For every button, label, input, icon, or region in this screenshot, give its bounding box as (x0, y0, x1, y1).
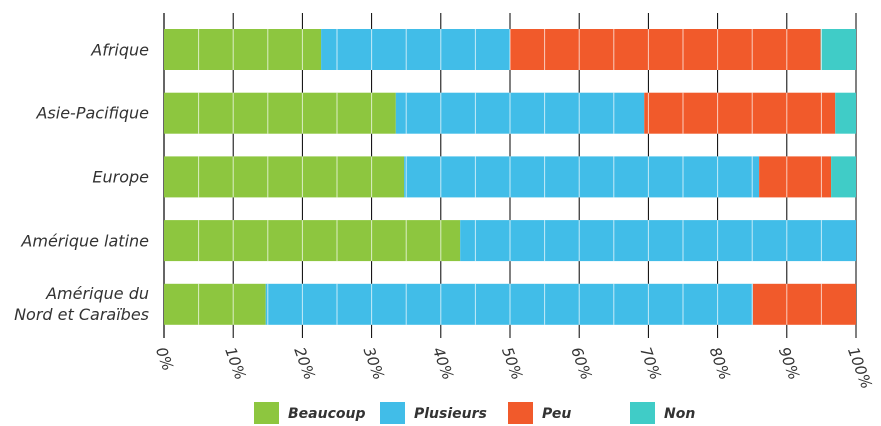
y-tick-label: Amérique latine (21, 231, 149, 251)
bar-segment (404, 156, 760, 198)
x-tick-label: 50% (498, 345, 526, 382)
x-tick-label: 10% (221, 345, 249, 382)
legend-label: Beaucoup (288, 406, 366, 422)
bar-segment (460, 220, 856, 262)
x-tick-label: 0% (152, 345, 177, 374)
y-tick-label: Amérique du Nord et Caraïbes (14, 284, 149, 325)
legend-label: Non (664, 406, 695, 422)
bar-segment (164, 92, 396, 134)
x-tick-label: 30% (360, 345, 388, 382)
legend-label: Plusieurs (414, 406, 487, 422)
y-tick-label: Afrique (91, 40, 149, 59)
x-tick-label: 40% (429, 345, 457, 382)
bar-segment (164, 220, 461, 262)
bar-segment (759, 156, 832, 198)
legend-swatch (508, 402, 533, 424)
x-tick-label: 90% (775, 345, 803, 382)
x-tick-label: 60% (567, 345, 595, 382)
y-tick-label: Asie-Pacifique (36, 103, 149, 123)
legend-swatch (254, 402, 279, 424)
legend-swatch (380, 402, 405, 424)
bar-segment (395, 92, 645, 134)
bar-segment (164, 29, 322, 70)
bar-segment (752, 283, 856, 325)
x-tick-label: 20% (290, 345, 318, 382)
bar-segment (644, 92, 836, 134)
legend-label: Peu (542, 406, 571, 422)
legend-swatch (630, 402, 655, 424)
bar-dividers (198, 29, 822, 325)
y-tick-label: Europe (92, 167, 149, 187)
bars (164, 29, 856, 325)
x-tick-label: 80% (706, 345, 734, 382)
bar-segment (820, 29, 856, 70)
x-tick-label: 70% (636, 345, 664, 382)
bar-segment (510, 29, 821, 70)
bar-segment (164, 156, 405, 198)
bar-segment (321, 29, 510, 70)
x-tick-label: 100% (844, 345, 876, 391)
bar-segment (831, 156, 856, 198)
bar-segment (164, 283, 266, 325)
bar-segment (835, 92, 856, 134)
bar-segment (265, 283, 753, 325)
